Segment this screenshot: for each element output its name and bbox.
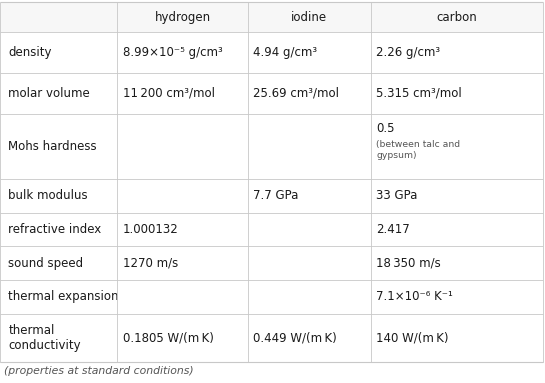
Text: (between talc and
gypsum): (between talc and gypsum) [376,139,460,160]
Text: 0.5: 0.5 [376,122,395,135]
Text: 18 350 m/s: 18 350 m/s [376,257,441,270]
Text: 11 200 cm³/mol: 11 200 cm³/mol [123,87,215,100]
Text: 1270 m/s: 1270 m/s [123,257,178,270]
Text: 140 W/(m K): 140 W/(m K) [376,331,449,344]
Text: bulk modulus: bulk modulus [8,189,88,202]
Text: 8.99×10⁻⁵ g/cm³: 8.99×10⁻⁵ g/cm³ [123,46,222,59]
Text: 0.1805 W/(m K): 0.1805 W/(m K) [123,331,214,344]
Text: molar volume: molar volume [8,87,90,100]
Text: 33 GPa: 33 GPa [376,189,417,202]
Text: sound speed: sound speed [8,257,83,270]
Text: 7.1×10⁻⁶ K⁻¹: 7.1×10⁻⁶ K⁻¹ [376,290,453,303]
Text: refractive index: refractive index [8,223,101,236]
Text: 7.7 GPa: 7.7 GPa [253,189,299,202]
Text: carbon: carbon [436,11,477,24]
Text: 1.000132: 1.000132 [123,223,178,236]
Bar [0,2,543,32]
Text: iodine: iodine [291,11,328,24]
Text: 2.26 g/cm³: 2.26 g/cm³ [376,46,440,59]
Text: 0.449 W/(m K): 0.449 W/(m K) [253,331,337,344]
Text: 2.417: 2.417 [376,223,410,236]
Text: 5.315 cm³/mol: 5.315 cm³/mol [376,87,462,100]
Text: 25.69 cm³/mol: 25.69 cm³/mol [253,87,340,100]
Text: thermal
conductivity: thermal conductivity [8,324,81,352]
Text: Mohs hardness: Mohs hardness [8,140,97,153]
Text: thermal expansion: thermal expansion [8,290,119,303]
Text: (properties at standard conditions): (properties at standard conditions) [4,366,194,376]
Text: 4.94 g/cm³: 4.94 g/cm³ [253,46,318,59]
Text: density: density [8,46,52,59]
Text: hydrogen: hydrogen [155,11,210,24]
